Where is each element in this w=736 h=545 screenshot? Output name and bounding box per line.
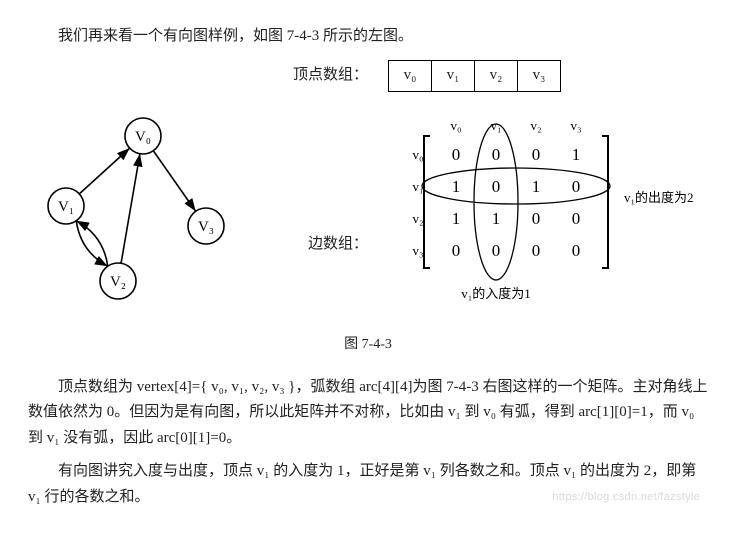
adjacency-matrix: v₀v₁v₂v₃v₀v₁v₂v₃0001101011000000v₁的出度为2v… (388, 110, 718, 310)
svg-text:V₀: V₀ (135, 129, 151, 145)
arrays-column: 顶点数组： v₀v₁v₂v₃ 边数组： v₀v₁v₂v₃v₀v₁v₂v₃0001… (238, 60, 718, 320)
watermark: https://blog.csdn.net/fazstyle (552, 488, 700, 507)
vertex-cell: v₃ (518, 61, 560, 91)
directed-graph: V₀ V₁ V₃ V₂ (28, 96, 238, 316)
adjacency-matrix-wrap: v₀v₁v₂v₃v₀v₁v₂v₃0001101011000000v₁的出度为2v… (388, 110, 718, 320)
vertex-cell: v₀ (389, 61, 432, 91)
svg-text:1: 1 (572, 145, 581, 164)
vertex-array-row: 顶点数组： v₀v₁v₂v₃ (238, 60, 718, 92)
svg-text:v₃: v₃ (570, 118, 581, 133)
vertex-cell: v₂ (475, 61, 518, 91)
svg-text:v₁的出度为2: v₁的出度为2 (624, 190, 694, 205)
svg-text:V₂: V₂ (110, 274, 126, 290)
edge-array-row: 边数组： v₀v₁v₂v₃v₀v₁v₂v₃0001101011000000v₁的… (238, 110, 718, 320)
svg-text:0: 0 (532, 241, 541, 260)
svg-text:0: 0 (492, 145, 501, 164)
svg-text:0: 0 (452, 145, 461, 164)
graph-column: V₀ V₁ V₃ V₂ (28, 60, 238, 316)
svg-text:0: 0 (532, 209, 541, 228)
intro-paragraph: 我们再来看一个有向图样例，如图 7-4-3 所示的左图。 (28, 24, 708, 50)
svg-text:1: 1 (492, 209, 501, 228)
vertex-boxes: v₀v₁v₂v₃ (388, 60, 561, 92)
svg-text:1: 1 (452, 177, 461, 196)
vertex-array-label: 顶点数组： (238, 63, 388, 89)
svg-text:V₁: V₁ (58, 199, 74, 215)
svg-text:0: 0 (572, 177, 581, 196)
edge-array-label: 边数组： (238, 172, 388, 258)
svg-text:0: 0 (572, 209, 581, 228)
figure-caption: 图 7-4-3 (28, 333, 708, 357)
svg-text:0: 0 (492, 177, 501, 196)
paragraph-2: 顶点数组为 vertex[4]={ v₀, v₁, v₂, v₃ }，弧数组 a… (28, 375, 708, 452)
svg-text:v₁的入度为1: v₁的入度为1 (461, 286, 531, 301)
svg-text:v₀: v₀ (450, 118, 461, 133)
svg-text:1: 1 (532, 177, 541, 196)
svg-text:V₃: V₃ (198, 219, 214, 235)
svg-text:1: 1 (452, 209, 461, 228)
svg-text:v₂: v₂ (530, 118, 541, 133)
svg-text:v₂: v₂ (412, 211, 423, 226)
svg-text:v₃: v₃ (412, 243, 423, 258)
svg-text:0: 0 (572, 241, 581, 260)
vertex-cell: v₁ (432, 61, 475, 91)
figure-block: V₀V₁V₃V₂ 顶点数组： v₀v₁v₂v₃ 边数组： v₀v₁v₂v₃v₀v… (28, 60, 708, 320)
svg-text:0: 0 (532, 145, 541, 164)
svg-text:0: 0 (492, 241, 501, 260)
svg-text:0: 0 (452, 241, 461, 260)
svg-text:v₀: v₀ (412, 147, 423, 162)
